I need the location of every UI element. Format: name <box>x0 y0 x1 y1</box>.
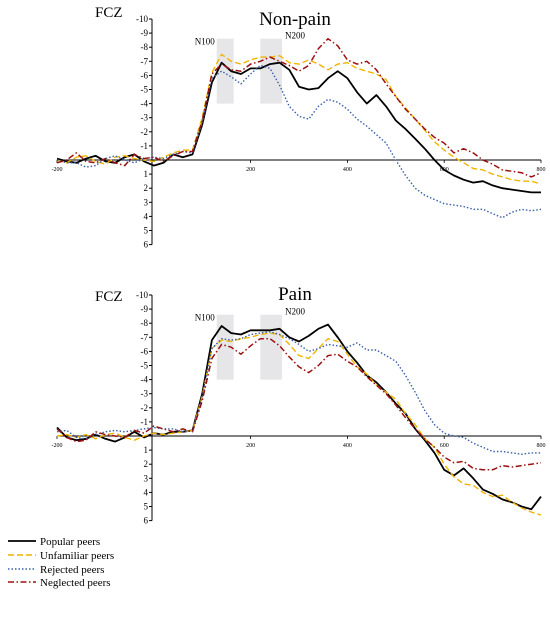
y-tick-label: 5 <box>144 226 149 236</box>
x-tick-label: 400 <box>343 443 352 449</box>
series-line-popular-peers <box>56 61 541 194</box>
analysis-window <box>260 38 283 104</box>
y-tick-label: 6 <box>144 516 149 526</box>
y-tick-label: 3 <box>144 473 149 483</box>
y-tick-label: -9 <box>141 304 149 314</box>
y-tick-label: -6 <box>141 346 149 356</box>
y-tick-label: 6 <box>144 240 149 250</box>
legend-label: Popular peers <box>40 536 100 548</box>
y-tick-label: -5 <box>141 85 149 95</box>
y-tick-label: 2 <box>144 183 149 193</box>
y-tick-label: -9 <box>141 28 149 38</box>
x-tick-label: -200 <box>52 443 63 449</box>
series-line-popular-peers <box>56 323 542 511</box>
series-line-unfamiliar-peers <box>56 53 542 185</box>
x-tick-label: 200 <box>246 167 255 173</box>
x-tick-label: 200 <box>246 443 255 449</box>
analysis-window <box>260 314 283 380</box>
legend-label: Rejected peers <box>40 564 104 576</box>
y-tick-label: 1 <box>144 445 149 455</box>
legend-item-neglected: Neglected peers <box>8 577 111 589</box>
y-tick-label: 1 <box>144 169 149 179</box>
y-tick-label: -1 <box>141 141 149 151</box>
y-tick-label: -5 <box>141 361 149 371</box>
legend-item-popular: Popular peers <box>8 536 100 548</box>
y-tick-label: 5 <box>144 502 149 512</box>
x-tick-label: 600 <box>440 443 449 449</box>
y-tick-label: -6 <box>141 70 149 80</box>
y-tick-label: -8 <box>141 318 149 328</box>
window-label: N100 <box>195 312 215 322</box>
legend: Popular peers Unfamiliar peers Rejected … <box>8 536 114 589</box>
y-tick-label: -2 <box>141 127 149 137</box>
x-tick-label: 800 <box>537 167 546 173</box>
y-tick-label: -2 <box>141 403 149 413</box>
window-label: N100 <box>195 36 215 46</box>
legend-item-unfamiliar: Unfamiliar peers <box>8 550 114 562</box>
y-tick-label: -3 <box>141 113 149 123</box>
y-tick-label: -10 <box>136 290 148 300</box>
series-line-neglected-peers <box>56 337 542 471</box>
y-tick-label: -1 <box>141 417 149 427</box>
electrode-label: FCZ <box>95 289 123 305</box>
electrode-label: FCZ <box>95 5 123 21</box>
y-tick-label: -10 <box>136 14 148 24</box>
y-tick-label: -8 <box>141 42 149 52</box>
series-line-rejected-peers <box>56 331 541 455</box>
legend-item-rejected: Rejected peers <box>8 564 104 576</box>
y-tick-label: -7 <box>141 332 149 342</box>
legend-label: Unfamiliar peers <box>40 550 114 562</box>
series-line-rejected-peers <box>56 64 542 219</box>
series-line-unfamiliar-peers <box>56 332 542 516</box>
window-label: N200 <box>285 31 305 41</box>
y-tick-label: 2 <box>144 459 149 469</box>
y-tick-label: -3 <box>141 389 149 399</box>
y-tick-label: 3 <box>144 197 149 207</box>
y-tick-label: -7 <box>141 56 149 66</box>
x-tick-label: 800 <box>537 443 546 449</box>
panel-pain: FCZ Pain N100 N200 -10 -9 -8 -7 -6 -5 -4 -3 -2 -1 1 2… <box>52 284 546 526</box>
y-tick-label: 4 <box>144 487 149 497</box>
legend-label: Neglected peers <box>40 577 111 589</box>
y-tick-label: 4 <box>144 211 149 221</box>
chart-title: Non-pain <box>259 9 331 30</box>
x-tick-label: -200 <box>52 167 63 173</box>
x-tick-label: 400 <box>343 167 352 173</box>
y-tick-label: -4 <box>141 375 149 385</box>
y-tick-label: -4 <box>141 99 149 109</box>
window-label: N200 <box>285 307 305 317</box>
chart-title: Pain <box>278 284 312 305</box>
panel-non-pain: FCZ Non-pain N100 N200 -10 -9 -8 -7 -6 -5 -4 -3 -2… <box>52 5 546 250</box>
